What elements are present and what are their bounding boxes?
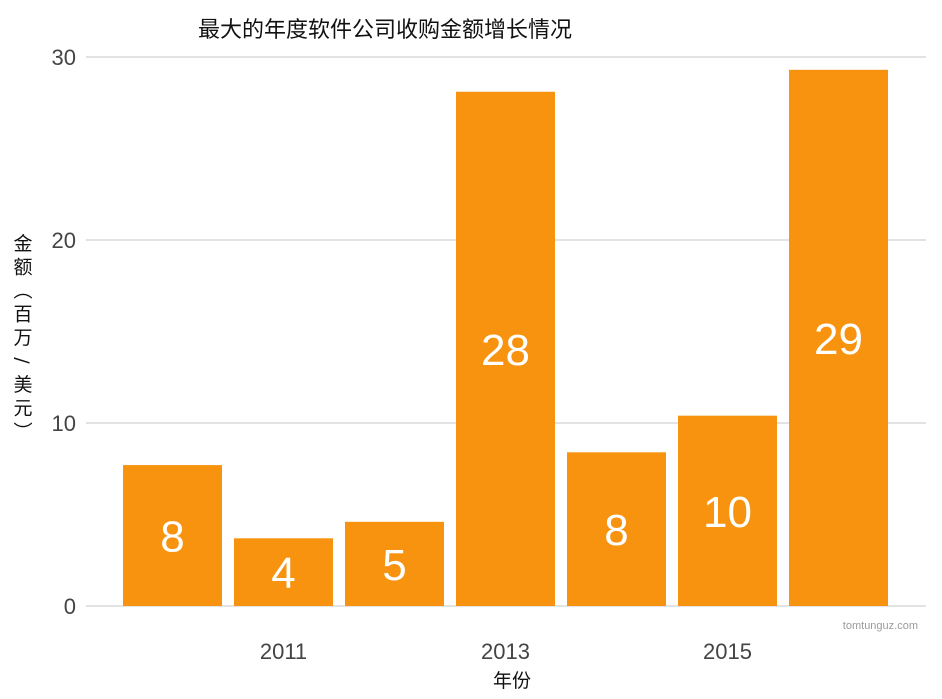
y-axis-label-char: 额 <box>13 257 32 279</box>
x-axis-ticks: 2011 2013 2015 <box>260 639 752 664</box>
x-tick-label: 2013 <box>481 639 530 664</box>
y-tick-label: 20 <box>52 228 76 253</box>
bar-2015 <box>678 415 777 606</box>
y-axis-label: 金额（ 百万 / 美元） <box>11 233 33 441</box>
watermark: tomtunguz.com <box>843 620 918 632</box>
y-tick-label: 10 <box>52 411 76 436</box>
y-axis-label-char: 金 <box>13 233 32 255</box>
bar-2014 <box>567 452 666 606</box>
y-axis-label-char: （ <box>11 280 33 299</box>
bar-value-label: 8 <box>604 506 628 555</box>
bar-2010 <box>123 465 222 606</box>
bar-value-label: 28 <box>481 326 530 375</box>
y-axis-ticks: 0 10 20 30 <box>52 45 76 619</box>
bar-value-label: 8 <box>160 513 184 562</box>
y-tick-label: 0 <box>64 594 76 619</box>
bar-value-label: 4 <box>271 549 295 598</box>
x-axis-label: 年份 <box>493 670 531 692</box>
x-tick-label: 2011 <box>260 639 307 664</box>
bar-value-label: 10 <box>703 488 752 537</box>
bar-2016 <box>789 69 888 606</box>
y-axis-label-char: 百 <box>13 304 32 326</box>
bars: 8 4 5 28 8 10 29 <box>123 69 888 606</box>
x-tick-label: 2015 <box>703 639 752 664</box>
bar-value-label: 29 <box>814 315 863 364</box>
y-axis-label-char: 美 <box>13 374 32 396</box>
bar-value-label: 5 <box>382 541 406 590</box>
y-tick-label: 30 <box>52 45 76 70</box>
bar-2013 <box>456 91 555 606</box>
bar-2012 <box>345 521 444 606</box>
y-axis-label-char: ） <box>11 421 33 440</box>
y-axis-label-char: / <box>11 357 33 364</box>
bar-2011 <box>234 538 333 606</box>
y-axis-label-char: 元 <box>13 398 32 420</box>
y-axis-label-char: 万 <box>13 327 32 349</box>
chart-title: 最大的年度软件公司收购金额增长情况 <box>198 18 572 43</box>
